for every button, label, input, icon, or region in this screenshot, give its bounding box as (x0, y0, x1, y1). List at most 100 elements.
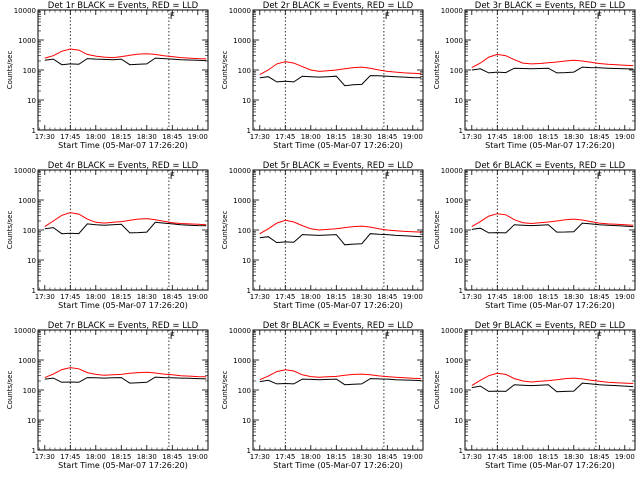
y-tick-label: 1000 (445, 357, 463, 365)
flare-marker: F (597, 172, 602, 182)
x-axis-label: Start Time (05-Mar-07 17:26:20) (273, 141, 403, 150)
y-tick-label: 100 (23, 387, 36, 395)
y-tick-label: 1 (459, 127, 463, 135)
x-tick-label: 18:15 (326, 293, 346, 301)
chart-title: Det 8r BLACK = Events, RED = LLD (263, 321, 414, 331)
y-tick-label: 10000 (441, 327, 463, 335)
lld-series-line (44, 367, 207, 379)
x-tick-label: 19:00 (188, 453, 208, 461)
y-axis-label: Counts/sec (221, 211, 229, 250)
chart-title: Det 6r BLACK = Events, RED = LLD (475, 161, 626, 171)
chart-panel-3: Det 3r BLACK = Events, RED = LLD 1 10 100 10… (433, 1, 636, 150)
chart-title: Det 1r BLACK = Events, RED = LLD (48, 1, 199, 11)
flare-marker: F (597, 332, 602, 342)
lld-series-line (44, 48, 207, 60)
x-tick-label: 17:30 (35, 133, 55, 141)
x-tick-label: 17:30 (462, 133, 482, 141)
y-tick-label: 10 (27, 417, 36, 425)
chart-panel-4: Det 4r BLACK = Events, RED = LLD 1 10 100 10… (6, 161, 209, 310)
x-tick-label: 19:00 (403, 293, 423, 301)
x-tick-label: 18:45 (377, 133, 397, 141)
lld-series-line (259, 61, 422, 76)
plot-frame (252, 169, 424, 291)
y-tick-label: 1 (32, 287, 36, 295)
y-axis-label: Counts/sec (6, 211, 14, 250)
x-tick-label: 18:30 (564, 133, 584, 141)
y-tick-label: 1000 (18, 357, 36, 365)
x-axis-label: Start Time (05-Mar-07 17:26:20) (58, 461, 188, 470)
y-tick-label: 1 (32, 447, 36, 455)
x-tick-label: 18:00 (301, 453, 321, 461)
x-tick-label: 18:45 (589, 133, 609, 141)
chart-panel-2: Det 2r BLACK = Events, RED = LLD 1 10 100 10… (221, 1, 424, 150)
y-axis-label: Counts/sec (433, 371, 441, 410)
x-tick-label: 18:15 (326, 133, 346, 141)
y-tick-label: 100 (238, 387, 251, 395)
y-tick-label: 1 (32, 127, 36, 135)
events-series-line (44, 221, 207, 235)
y-tick-label: 10000 (441, 7, 463, 15)
chart-panel-7: Det 7r BLACK = Events, RED = LLD 1 10 100 10… (6, 321, 209, 470)
y-tick-label: 10000 (229, 167, 251, 175)
x-tick-label: 19:00 (188, 133, 208, 141)
lld-series-line (259, 369, 422, 381)
y-axis-label: Counts/sec (221, 371, 229, 410)
x-axis-label: Start Time (05-Mar-07 17:26:20) (485, 461, 615, 470)
plot-frame (464, 9, 636, 131)
y-tick-label: 10 (242, 417, 251, 425)
y-tick-label: 10 (454, 97, 463, 105)
y-tick-label: 1 (247, 287, 251, 295)
plot-frame (252, 329, 424, 451)
chart-title: Det 9r BLACK = Events, RED = LLD (475, 321, 626, 331)
y-tick-label: 10000 (14, 7, 36, 15)
x-tick-label: 18:30 (352, 293, 372, 301)
x-tick-label: 17:30 (250, 133, 270, 141)
lld-series-line (44, 212, 207, 228)
events-series-line (44, 57, 207, 66)
x-tick-label: 17:30 (462, 453, 482, 461)
x-axis-label: Start Time (05-Mar-07 17:26:20) (273, 461, 403, 470)
x-tick-label: 18:45 (377, 453, 397, 461)
x-axis-label: Start Time (05-Mar-07 17:26:20) (58, 141, 188, 150)
y-tick-label: 1 (247, 447, 251, 455)
x-tick-label: 18:45 (162, 453, 182, 461)
x-tick-label: 18:15 (326, 453, 346, 461)
x-tick-label: 18:00 (513, 453, 533, 461)
x-tick-label: 17:45 (60, 293, 80, 301)
lld-series-line (471, 213, 634, 228)
x-tick-label: 18:30 (564, 293, 584, 301)
y-tick-label: 1000 (18, 197, 36, 205)
y-tick-label: 10000 (441, 167, 463, 175)
x-tick-label: 18:45 (162, 293, 182, 301)
chart-title: Det 3r BLACK = Events, RED = LLD (475, 1, 626, 11)
x-tick-label: 18:45 (589, 293, 609, 301)
x-tick-label: 17:30 (250, 453, 270, 461)
lld-series-line (471, 53, 634, 69)
flare-marker: F (170, 172, 175, 182)
plot-frame (37, 329, 209, 451)
y-tick-label: 1000 (233, 357, 251, 365)
y-tick-label: 1000 (233, 37, 251, 45)
y-tick-label: 1 (247, 127, 251, 135)
plot-frame (37, 169, 209, 291)
y-tick-label: 10000 (229, 7, 251, 15)
flare-marker: F (170, 332, 175, 342)
y-tick-label: 100 (238, 227, 251, 235)
chart-panel-5: Det 5r BLACK = Events, RED = LLD 1 10 100 10… (221, 161, 424, 310)
x-tick-label: 18:15 (538, 453, 558, 461)
plot-frame (464, 329, 636, 451)
x-tick-label: 18:00 (86, 453, 106, 461)
x-tick-label: 18:00 (513, 293, 533, 301)
x-tick-label: 17:30 (462, 293, 482, 301)
x-tick-label: 18:45 (162, 133, 182, 141)
x-tick-label: 18:15 (111, 133, 131, 141)
x-tick-label: 17:45 (487, 133, 507, 141)
y-tick-label: 1000 (445, 37, 463, 45)
x-tick-label: 18:15 (538, 133, 558, 141)
x-axis-label: Start Time (05-Mar-07 17:26:20) (485, 301, 615, 310)
x-tick-label: 18:00 (86, 293, 106, 301)
flare-marker: F (597, 12, 602, 22)
x-tick-label: 19:00 (615, 293, 635, 301)
chart-panel-1: Det 1r BLACK = Events, RED = LLD 1 10 100 10… (6, 1, 209, 150)
